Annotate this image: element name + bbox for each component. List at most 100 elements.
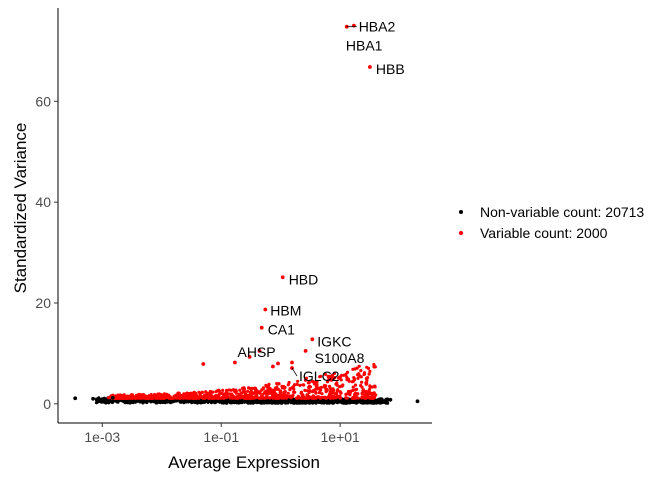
variable-point <box>359 369 363 373</box>
variable-point <box>247 396 251 400</box>
variable-point <box>282 390 286 394</box>
variable-point <box>341 383 345 387</box>
variable-point <box>263 390 267 394</box>
variable-point <box>329 378 334 382</box>
variable-point <box>339 378 343 382</box>
y-tick-label: 0 <box>43 396 51 412</box>
variable-point <box>307 390 311 395</box>
variable-point <box>243 390 247 394</box>
point-hba2 <box>344 24 349 29</box>
variable-point <box>307 380 311 385</box>
non-variable-point <box>338 400 342 404</box>
variable-point <box>182 396 186 400</box>
variable-point <box>334 382 338 386</box>
variable-point <box>320 392 324 396</box>
non-variable-point <box>126 399 130 403</box>
variable-point <box>372 362 376 367</box>
variable-point <box>143 395 147 399</box>
variable-point <box>350 396 354 400</box>
variable-point <box>356 396 360 400</box>
variable-point <box>238 388 242 392</box>
variable-point <box>213 394 218 398</box>
variable-point <box>366 392 370 396</box>
variable-point <box>290 360 294 365</box>
point-hbd <box>280 275 285 280</box>
variable-point <box>207 396 211 400</box>
variable-point <box>317 391 321 395</box>
variable-point <box>230 393 234 397</box>
variable-point <box>231 396 235 400</box>
variable-point <box>318 386 322 390</box>
variable-point <box>180 393 184 397</box>
variable-point <box>221 388 225 392</box>
variable-point <box>351 367 355 371</box>
variable-point <box>216 396 220 400</box>
variable-point <box>367 396 371 400</box>
variable-point <box>233 389 237 394</box>
variable-point <box>345 392 349 396</box>
variable-point <box>280 386 284 390</box>
variable-point <box>364 396 368 400</box>
variable-point <box>115 396 119 400</box>
variable-point <box>366 366 371 370</box>
variable-point <box>264 383 268 387</box>
variable-point <box>300 394 304 398</box>
non-variable-point <box>97 396 101 400</box>
variable-point <box>353 396 357 400</box>
variable-point <box>146 396 150 400</box>
variable-point <box>350 380 354 384</box>
variable-point <box>203 396 208 400</box>
non-variable-point <box>340 401 344 405</box>
legend-key-non-variable <box>459 210 463 214</box>
non-variable-point <box>179 400 182 404</box>
variable-point <box>228 392 232 396</box>
variable-point <box>344 372 348 376</box>
legend-label-variable: Variable count: 2000 <box>480 225 608 241</box>
variable-point <box>360 391 364 395</box>
non-variable-point <box>95 401 99 404</box>
variable-point <box>254 387 258 391</box>
variable-point <box>369 391 373 395</box>
non-variable-point <box>206 400 210 404</box>
variable-point <box>141 393 146 397</box>
non-variable-point <box>349 399 353 403</box>
variable-point <box>356 376 360 380</box>
label-ahsp: AHSP <box>238 344 276 360</box>
non-variable-point <box>379 397 384 402</box>
non-variable-point <box>260 399 264 403</box>
variable-point <box>217 393 221 397</box>
variable-point <box>159 396 163 400</box>
point-ahsp <box>257 349 262 353</box>
point-iglc2 <box>290 366 294 370</box>
variable-point <box>327 375 331 379</box>
non-variable-point <box>277 401 280 405</box>
variable-point <box>314 380 318 384</box>
non-variable-point <box>242 399 246 403</box>
variable-point <box>323 372 327 376</box>
label-connectors <box>291 26 357 377</box>
label-hbb: HBB <box>376 61 405 77</box>
non-variable-point <box>384 400 388 404</box>
variable-point <box>338 375 342 379</box>
non-variable-point <box>73 396 78 401</box>
variable-point <box>188 391 192 396</box>
non-variable-point <box>313 399 316 403</box>
variable-point <box>286 391 290 395</box>
variable-point <box>310 390 315 394</box>
legend-label-non-variable: Non-variable count: 20713 <box>480 204 644 220</box>
variable-point <box>324 396 328 400</box>
variable-point <box>357 372 361 376</box>
non-variable-point <box>91 396 95 401</box>
point-marks <box>73 23 420 404</box>
variable-point <box>368 385 372 389</box>
variable-point <box>243 394 247 398</box>
variable-point <box>179 396 183 400</box>
legend: Non-variable count: 20713 Variable count:… <box>459 204 644 241</box>
variable-point <box>121 395 126 400</box>
label-hba2: HBA2 <box>359 19 396 35</box>
label-igkc: IGKC <box>317 333 351 349</box>
variable-point <box>153 395 157 399</box>
x-tick-label: 1e+01 <box>321 429 361 445</box>
variable-point <box>338 396 342 400</box>
